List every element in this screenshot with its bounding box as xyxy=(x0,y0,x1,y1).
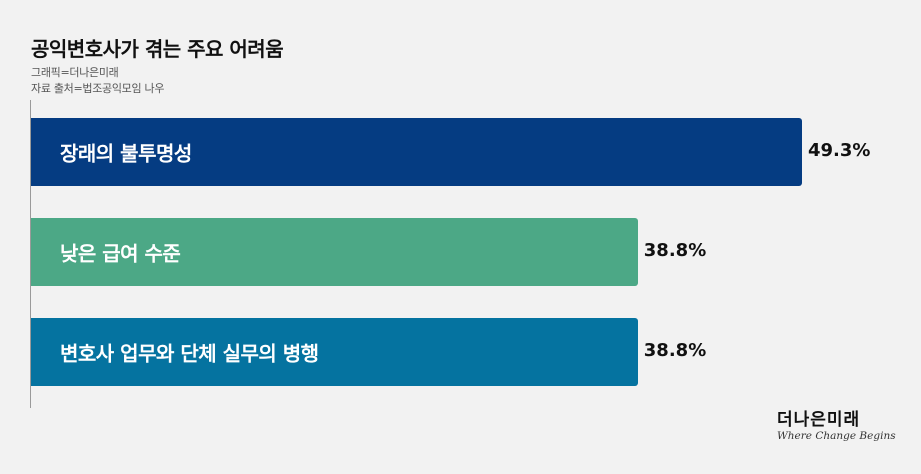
brand-tagline: Where Change Begins xyxy=(777,430,896,442)
source-text: 자료 출처=법조공익모임 나우 xyxy=(31,82,165,95)
value-label-2: 38.8% xyxy=(643,240,707,261)
axis-line xyxy=(30,100,31,408)
bar-2: 낮은 급여 수준 xyxy=(31,218,638,286)
bar-3: 변호사 업무와 단체 실무의 병행 xyxy=(31,318,638,386)
credit-text: 그래픽=더나은미래 xyxy=(31,66,119,79)
bar-1: 장래의 불투명성 xyxy=(31,118,802,186)
value-label-3: 38.8% xyxy=(643,340,707,361)
bar-label-3: 변호사 업무와 단체 실무의 병행 xyxy=(60,341,319,366)
value-label-1: 49.3% xyxy=(808,140,871,161)
brand-name: 더나은미래 xyxy=(777,410,861,430)
bar-label-2: 낮은 급여 수준 xyxy=(60,241,181,266)
chart-title: 공익변호사가 겪는 주요 어려움 xyxy=(31,37,284,61)
brand-logo: 더나은미래 Where Change Begins xyxy=(777,410,896,443)
bar-label-1: 장래의 불투명성 xyxy=(60,141,192,166)
